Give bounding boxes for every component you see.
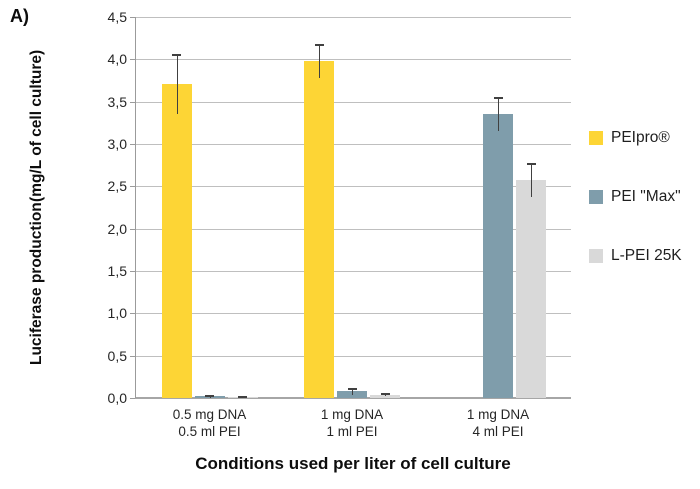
gridline-3,0	[135, 144, 571, 145]
bar-lpei-group2	[370, 394, 400, 398]
category-label-line1: 1 mg DNA	[320, 407, 384, 422]
gridline-2,5	[135, 186, 571, 188]
bar-peipro-group2	[304, 61, 334, 398]
y-tick-label: 4,0	[107, 51, 127, 68]
legend-item-lpei: L-PEI 25K	[589, 247, 682, 264]
y-tick-label: 0,0	[107, 390, 127, 406]
gridline-0,5	[135, 355, 571, 357]
error-bar-cap	[314, 44, 324, 47]
y-axis-tickmark	[130, 398, 135, 399]
x-axis-line	[135, 397, 571, 399]
category-label-1: 0.5 mg DNA 0.5 ml PEI	[145, 406, 275, 440]
gridline-3,5	[135, 101, 571, 103]
y-axis-title: Luciferase production (mg/L of cell cult…	[6, 17, 68, 398]
legend-swatch-lpei	[589, 249, 603, 263]
y-axis-tickmark	[130, 186, 135, 188]
error-bar-line	[319, 44, 320, 78]
y-tick-label: 2,5	[107, 178, 127, 195]
gridline-4,5	[135, 17, 571, 18]
y-axis-tickmark	[130, 313, 135, 315]
category-label-2: 1 mg DNA 1 ml PEI	[287, 406, 417, 440]
category-label-3: 1 mg DNA 4 ml PEI	[433, 406, 563, 440]
error-bar-line	[352, 387, 353, 395]
bar-lpei-group3	[516, 180, 546, 398]
y-tick-label: 2,0	[107, 220, 127, 237]
y-tick-label: 0,5	[107, 347, 127, 364]
y-axis-tickmark	[130, 355, 135, 357]
legend-item-pei_max: PEI "Max"	[589, 188, 681, 205]
category-label-line2: 1 ml PEI	[326, 424, 378, 439]
y-axis-tickmark	[130, 271, 135, 272]
legend-swatch-peipro	[589, 131, 603, 145]
legend-item-peipro: PEIpro®	[589, 129, 670, 146]
y-tick-label: 4,5	[107, 9, 127, 25]
legend-label: L-PEI 25K	[611, 247, 682, 264]
category-label-line1: 1 mg DNA	[466, 407, 530, 422]
gridline-4,0	[135, 59, 571, 61]
y-tick-label: 1,5	[107, 263, 127, 279]
category-label-line1: 0.5 mg DNA	[172, 407, 247, 422]
category-label-line2: 4 ml PEI	[472, 424, 524, 439]
gridline-1,0	[135, 313, 571, 315]
category-label-line2: 0.5 ml PEI	[178, 424, 241, 439]
y-axis-title-line1: Luciferase production	[27, 202, 45, 365]
y-tick-label: 3,5	[107, 93, 127, 110]
bar-pei_max-group3	[483, 114, 513, 398]
y-axis-tickmark	[130, 59, 135, 61]
legend-swatch-pei_max	[589, 190, 603, 204]
gridline-1,5	[135, 271, 571, 272]
bar-pei_max-group2	[337, 391, 367, 398]
error-bar-cap	[526, 163, 536, 166]
error-bar-cap	[238, 396, 247, 399]
y-axis-line	[135, 17, 136, 398]
legend-label: PEI "Max"	[611, 188, 681, 205]
y-tick-label: 1,0	[107, 305, 127, 322]
gridline-2,0	[135, 228, 571, 230]
error-bar-cap	[347, 387, 357, 390]
error-bar-line	[498, 97, 499, 132]
legend-label: PEIpro®	[611, 129, 670, 146]
error-bar-cap	[380, 392, 390, 395]
bar-peipro-group1	[161, 83, 192, 398]
error-bar-line	[176, 54, 178, 114]
error-bar-cap	[172, 54, 181, 57]
y-tick-label: 3,0	[107, 136, 127, 152]
y-axis-tickmark	[130, 144, 135, 145]
y-axis-tickmark	[130, 17, 135, 18]
y-axis-title-line2: (mg/L of cell culture)	[27, 50, 45, 203]
figure-label: A)	[10, 6, 29, 26]
error-bar-line	[531, 163, 532, 198]
error-bar-cap	[493, 97, 503, 100]
error-bar-cap	[205, 394, 214, 397]
y-axis-tickmark	[130, 228, 135, 230]
x-axis-title: Conditions used per liter of cell cultur…	[195, 454, 511, 473]
y-axis-tickmark	[130, 101, 135, 103]
